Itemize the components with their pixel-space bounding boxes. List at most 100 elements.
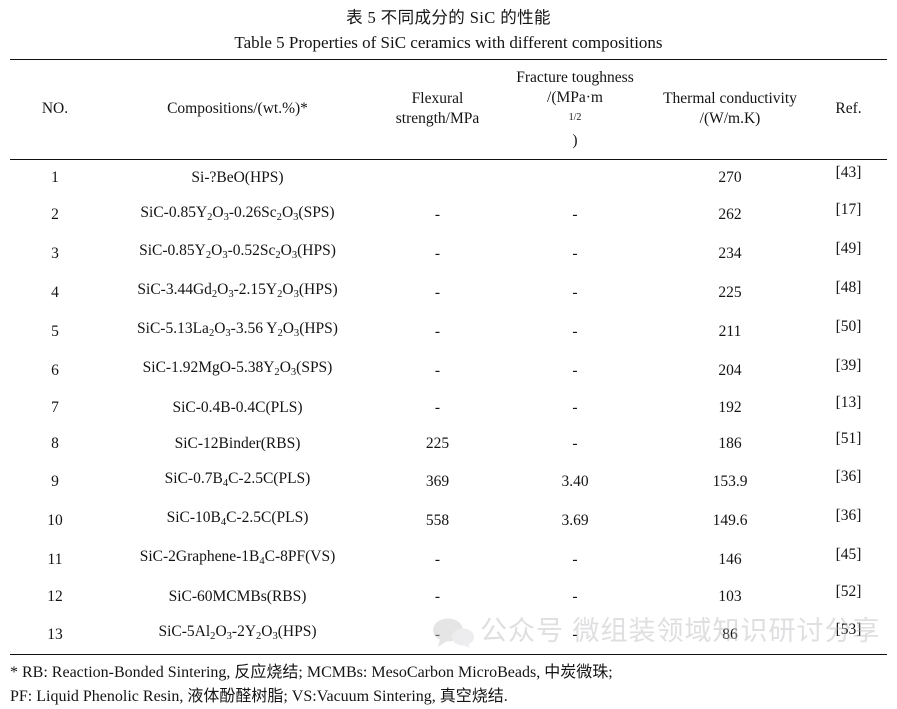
cell-fracture-toughness: - xyxy=(572,550,578,568)
table-header-row: NO. Compositions/(wt.%)* Flexural streng… xyxy=(10,60,887,160)
column-header-fracture-toughness: Fracture toughness /(MPa·m 1/2) xyxy=(500,60,650,159)
reference-superscript: [45] xyxy=(835,545,862,563)
cell-no: 1 xyxy=(51,168,59,186)
cell-composition: SiC-3.44Gd2O3-2.15Y2O3(HPS) xyxy=(137,281,338,301)
cell-reference: [45] xyxy=(810,540,887,579)
cell-composition: SiC-5.13La2O3-3.56 Y2O3(HPS) xyxy=(137,320,338,340)
column-header-thermal-line1: Thermal conductivity xyxy=(663,90,797,108)
reference-superscript: [52] xyxy=(835,583,862,601)
cell-flexural-strength: - xyxy=(434,283,441,301)
reference-superscript: [50] xyxy=(835,317,862,335)
cell-flexural-strength: - xyxy=(434,399,441,417)
column-header-flexural-line2: strength/MPa xyxy=(395,110,480,128)
reference-superscript: [36] xyxy=(835,506,862,524)
cell-thermal-conductivity: 262 xyxy=(718,206,742,223)
table-row: 13 SiC-5Al2O3-2Y2O3(HPS) - - 86 [53] xyxy=(10,615,887,654)
cell-flexural-strength: - xyxy=(434,361,441,379)
column-header-fracture-line1: Fracture toughness xyxy=(516,69,634,86)
cell-composition: SiC-0.4B-0.4C(PLS) xyxy=(172,399,303,417)
cell-no: 5 xyxy=(51,322,59,340)
cell-flexural-strength: 225 xyxy=(425,435,450,453)
cell-flexural-strength: 558 xyxy=(425,511,450,529)
table-caption: 表 5 不同成分的 SiC 的性能 Table 5 Properties of … xyxy=(0,0,897,56)
cell-flexural-strength xyxy=(375,159,500,196)
cell-no: 10 xyxy=(47,511,63,529)
cell-thermal-conductivity: 192 xyxy=(718,399,742,417)
table-row: 4 SiC-3.44Gd2O3-2.15Y2O3(HPS) - - 225 [48] xyxy=(10,273,887,312)
cell-composition: SiC-12Binder(RBS) xyxy=(174,435,301,453)
cell-fracture-toughness: - xyxy=(572,283,578,301)
cell-flexural-strength: 369 xyxy=(425,472,450,490)
cell-fracture-toughness: - xyxy=(572,322,578,340)
fracture-unit-prefix: /(MPa·m xyxy=(547,89,603,106)
footnote-line-2: PF: Liquid Phenolic Resin, 液体酚醛树脂; VS:Va… xyxy=(10,687,508,705)
cell-flexural-strength: - xyxy=(434,550,441,568)
cell-fracture-toughness: 3.40 xyxy=(561,472,589,490)
cell-reference: [36] xyxy=(810,462,887,501)
reference-superscript: [39] xyxy=(835,356,862,374)
cell-no: 9 xyxy=(51,472,59,490)
reference-superscript: [17] xyxy=(835,201,862,218)
cell-no: 8 xyxy=(51,435,59,453)
reference-superscript: [43] xyxy=(835,163,862,181)
reference-superscript: [48] xyxy=(835,278,862,296)
fracture-unit-suffix: ) xyxy=(572,131,578,149)
reference-superscript: [51] xyxy=(835,430,862,448)
column-header-flexural-line1: Flexural xyxy=(411,90,464,108)
cell-thermal-conductivity: 149.6 xyxy=(712,511,748,529)
column-header-compositions: Compositions/(wt.%)* xyxy=(167,100,308,118)
table-row: 7 SiC-0.4B-0.4C(PLS) - - 192 [13] xyxy=(10,390,887,426)
cell-no: 13 xyxy=(47,625,63,643)
table-row: 2 SiC-0.85Y2O3-0.26Sc2O3(SPS) - - 262 [17] xyxy=(10,196,887,235)
column-header-thermal-conductivity: Thermal conductivity /(W/m.K) xyxy=(650,60,810,159)
cell-fracture-toughness: - xyxy=(572,244,578,262)
cell-thermal-conductivity: 270 xyxy=(718,168,742,186)
caption-english: Table 5 Properties of SiC ceramics with … xyxy=(234,33,663,52)
footnote-line-1: * RB: Reaction-Bonded Sintering, 反应烧结; M… xyxy=(10,663,613,681)
table-row: 11 SiC-2Graphene-1B4C-8PF(VS) - - 146 [45] xyxy=(10,540,887,579)
cell-flexural-strength: - xyxy=(434,206,441,223)
cell-thermal-conductivity: 186 xyxy=(718,435,742,453)
table-header: NO. Compositions/(wt.%)* Flexural streng… xyxy=(10,60,887,160)
cell-flexural-strength: - xyxy=(434,588,441,606)
cell-thermal-conductivity: 211 xyxy=(718,322,742,340)
cell-composition: SiC-0.85Y2O3-0.52Sc2O3(HPS) xyxy=(139,242,336,262)
cell-fracture-toughness: - xyxy=(572,625,578,643)
table-row: 12 SiC-60MCMBs(RBS) - - 103 [52] xyxy=(10,579,887,615)
cell-composition: SiC-0.7B4C-2.5C(PLS) xyxy=(164,470,311,490)
cell-flexural-strength: - xyxy=(434,244,441,262)
cell-thermal-conductivity: 146 xyxy=(718,550,742,568)
column-header-no: NO. xyxy=(41,100,69,118)
reference-superscript: [49] xyxy=(835,239,862,257)
cell-fracture-toughness: - xyxy=(572,435,578,453)
properties-table: NO. Compositions/(wt.%)* Flexural streng… xyxy=(10,60,887,654)
cell-fracture-toughness: - xyxy=(572,361,578,379)
cell-fracture-toughness: - xyxy=(572,588,578,606)
cell-no: 2 xyxy=(51,206,59,223)
table-container: NO. Compositions/(wt.%)* Flexural streng… xyxy=(10,59,887,655)
table-row: 5 SiC-5.13La2O3-3.56 Y2O3(HPS) - - 211 [50] xyxy=(10,312,887,351)
table-body: 1 Si-?BeO(HPS) 270 [43] 2 SiC-0.85Y2O3-0.26Sc… xyxy=(10,159,887,654)
cell-thermal-conductivity: 234 xyxy=(718,244,742,262)
column-header-flexural-strength: Flexural strength/MPa xyxy=(375,60,500,159)
cell-reference: [36] xyxy=(810,501,887,540)
reference-superscript: [13] xyxy=(835,394,862,412)
column-header-ref: Ref. xyxy=(835,100,862,118)
cell-thermal-conductivity: 204 xyxy=(718,361,742,379)
cell-composition: SiC-5Al2O3-2Y2O3(HPS) xyxy=(158,623,317,642)
table-row: 9 SiC-0.7B4C-2.5C(PLS) 369 3.40 153.9 [36] xyxy=(10,462,887,501)
cell-fracture-toughness xyxy=(500,159,650,196)
caption-chinese: 表 5 不同成分的 SiC 的性能 xyxy=(346,8,551,27)
fracture-unit-exponent: 1/2 xyxy=(568,112,582,123)
reference-superscript: [36] xyxy=(835,467,862,485)
cell-composition: Si-?BeO(HPS) xyxy=(191,168,284,186)
cell-reference: [49] xyxy=(810,234,887,273)
table-row: 8 SiC-12Binder(RBS) 225 - 186 [51] xyxy=(10,426,887,462)
table-footnote: * RB: Reaction-Bonded Sintering, 反应烧结; M… xyxy=(10,661,887,709)
cell-composition: SiC-60MCMBs(RBS) xyxy=(168,588,307,606)
cell-no: 6 xyxy=(51,361,59,379)
cell-fracture-toughness: - xyxy=(572,206,578,223)
table-row: 1 Si-?BeO(HPS) 270 [43] xyxy=(10,159,887,196)
table-row: 3 SiC-0.85Y2O3-0.52Sc2O3(HPS) - - 234 [49] xyxy=(10,234,887,273)
